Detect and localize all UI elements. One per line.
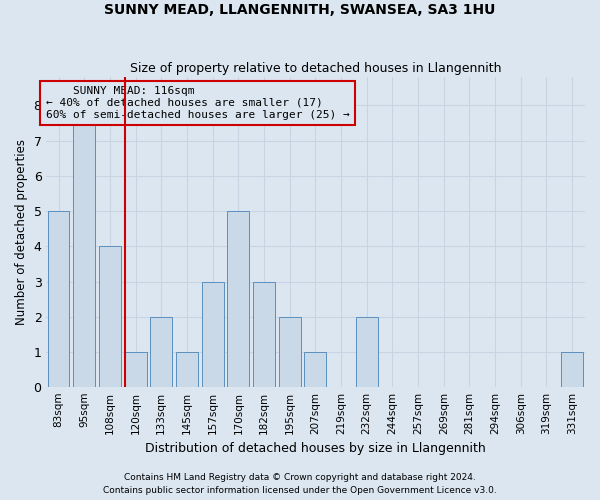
Bar (151, 317, 172, 388)
Text: SUNNY MEAD, LLANGENNITH, SWANSEA, SA3 1HU: SUNNY MEAD, LLANGENNITH, SWANSEA, SA3 1H… (104, 2, 496, 16)
Bar (202, 282, 224, 388)
Text: Contains HM Land Registry data © Crown copyright and database right 2024.
Contai: Contains HM Land Registry data © Crown c… (103, 474, 497, 495)
Bar (47, 211, 70, 388)
Bar (253, 282, 275, 388)
Title: Size of property relative to detached houses in Llangennith: Size of property relative to detached ho… (130, 62, 501, 74)
Bar (561, 352, 583, 388)
Bar (125, 352, 146, 388)
Bar (73, 106, 95, 388)
Text: SUNNY MEAD: 116sqm
← 40% of detached houses are smaller (17)
60% of semi-detache: SUNNY MEAD: 116sqm ← 40% of detached hou… (46, 86, 349, 120)
X-axis label: Distribution of detached houses by size in Llangennith: Distribution of detached houses by size … (145, 442, 486, 455)
Bar (99, 246, 121, 388)
Y-axis label: Number of detached properties: Number of detached properties (15, 139, 28, 325)
Bar (227, 211, 249, 388)
Bar (356, 317, 377, 388)
Bar (304, 352, 326, 388)
Bar (279, 317, 301, 388)
Bar (176, 352, 198, 388)
